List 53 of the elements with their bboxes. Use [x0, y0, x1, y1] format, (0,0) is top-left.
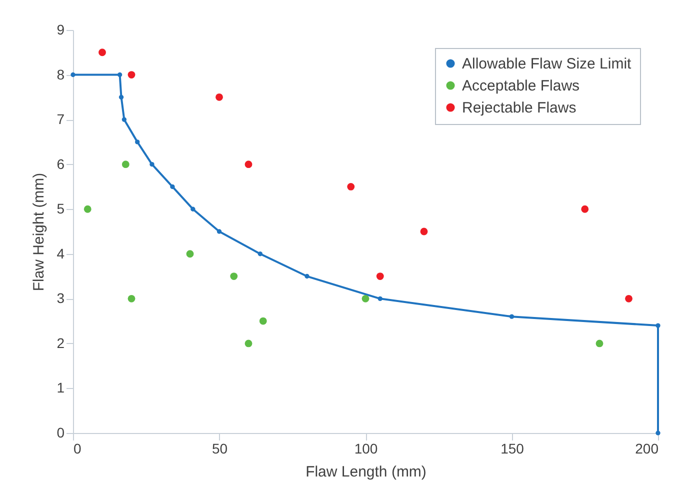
legend-label: Acceptable Flaws [462, 78, 580, 94]
x-tick-label: 100 [354, 440, 378, 456]
point [596, 340, 604, 348]
x-tick-label: 150 [500, 440, 524, 456]
x-tick-label: 200 [635, 440, 659, 456]
point [118, 94, 124, 100]
point [150, 162, 154, 167]
point [128, 71, 136, 78]
point [170, 184, 175, 190]
y-tick-label: 1 [56, 380, 65, 396]
point [122, 117, 127, 122]
y-tick-label: 6 [56, 156, 65, 172]
point [347, 183, 355, 190]
y-tick-label: 4 [56, 245, 65, 262]
y-tick-label: 2 [56, 334, 65, 351]
point [259, 317, 267, 325]
point [98, 48, 106, 56]
y-tick-label: 5 [56, 200, 65, 217]
x-axis-title: Flaw Length (mm) [306, 464, 426, 480]
point [84, 205, 92, 213]
point [186, 250, 194, 258]
y-tick-label: 7 [56, 111, 65, 128]
legend-label: Rejectable Flaws [462, 100, 576, 116]
y-axis-title: Flaw Height (mm) [30, 172, 48, 292]
point [190, 206, 196, 212]
y-tick-label: 8 [56, 66, 65, 82]
point [244, 340, 252, 348]
point [216, 229, 222, 234]
point [70, 72, 76, 78]
point [135, 140, 140, 144]
y-tick-label: 9 [56, 22, 65, 38]
point [625, 294, 632, 302]
point [362, 294, 370, 302]
y-tick-label: 3 [56, 290, 65, 306]
x-tick-label: 50 [212, 440, 228, 456]
point [216, 93, 223, 101]
legend-label: Allowable Flaw Size Limit [462, 56, 632, 72]
point [581, 205, 589, 213]
point [378, 296, 382, 302]
x-tick-label: 0 [74, 440, 82, 456]
point [656, 323, 660, 328]
point [258, 252, 263, 256]
point [376, 272, 384, 280]
point [244, 160, 252, 168]
point [117, 72, 122, 78]
point [656, 430, 660, 436]
point [128, 294, 136, 302]
y-tick-label: 0 [56, 424, 65, 440]
point [509, 314, 514, 319]
point [304, 274, 310, 279]
point [420, 228, 428, 236]
point [230, 272, 238, 280]
point [122, 160, 130, 168]
